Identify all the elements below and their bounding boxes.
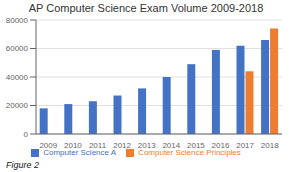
svg-text:2010: 2010 <box>64 141 82 150</box>
svg-text:2016: 2016 <box>212 141 230 150</box>
svg-text:20000: 20000 <box>8 101 29 110</box>
svg-text:2017: 2017 <box>236 141 254 150</box>
svg-text:2018: 2018 <box>261 141 279 150</box>
svg-text:0: 0 <box>24 130 29 139</box>
svg-text:2012: 2012 <box>113 141 131 150</box>
html-text:Computer Science Principles: Computer Science Principles <box>138 148 241 157</box>
svg-text:80000: 80000 <box>8 16 29 25</box>
html-text:Computer Science A: Computer Science A <box>43 148 117 157</box>
svg-text:2011: 2011 <box>89 141 107 150</box>
svg-text:2015: 2015 <box>187 141 205 150</box>
svg-text:60000: 60000 <box>8 44 29 53</box>
svg-text:2014: 2014 <box>162 141 180 150</box>
svg-text:2013: 2013 <box>138 141 156 150</box>
html-text:Figure 2: Figure 2 <box>6 160 39 170</box>
html-text:AP Computer Science Exam Volum: AP Computer Science Exam Volume 2009-201… <box>28 2 264 14</box>
svg-text:2009: 2009 <box>39 141 57 150</box>
svg-text:40000: 40000 <box>8 73 29 82</box>
